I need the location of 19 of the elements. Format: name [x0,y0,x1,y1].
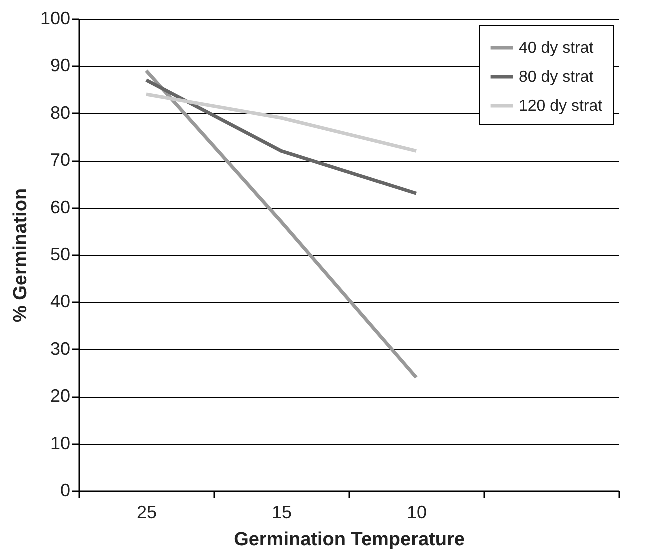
y-tick-label: 100 [40,8,70,28]
x-axis-title: Germination Temperature [234,530,465,550]
y-tick-label: 30 [50,338,70,359]
y-tick-label: 20 [50,386,70,406]
y-tick-label: 0 [60,480,70,500]
x-tick-label: 15 [272,502,292,522]
legend-label: 40 dy strat [519,40,594,57]
x-tick-label: 25 [136,502,158,522]
y-tick-label: 70 [50,150,70,170]
y-tick-label: 80 [50,102,70,123]
legend-label: 80 dy strat [519,69,594,86]
y-tick-label: 40 [50,292,70,312]
x-tick-label: 10 [406,502,428,522]
y-tick-label: 90 [50,56,70,76]
y-tick-label: 60 [50,197,70,218]
y-tick-label: 50 [50,244,70,264]
y-tick-label: 10 [50,433,70,454]
legend-label: 120 dy strat [519,98,604,115]
y-axis-title: % Germination [10,188,32,323]
